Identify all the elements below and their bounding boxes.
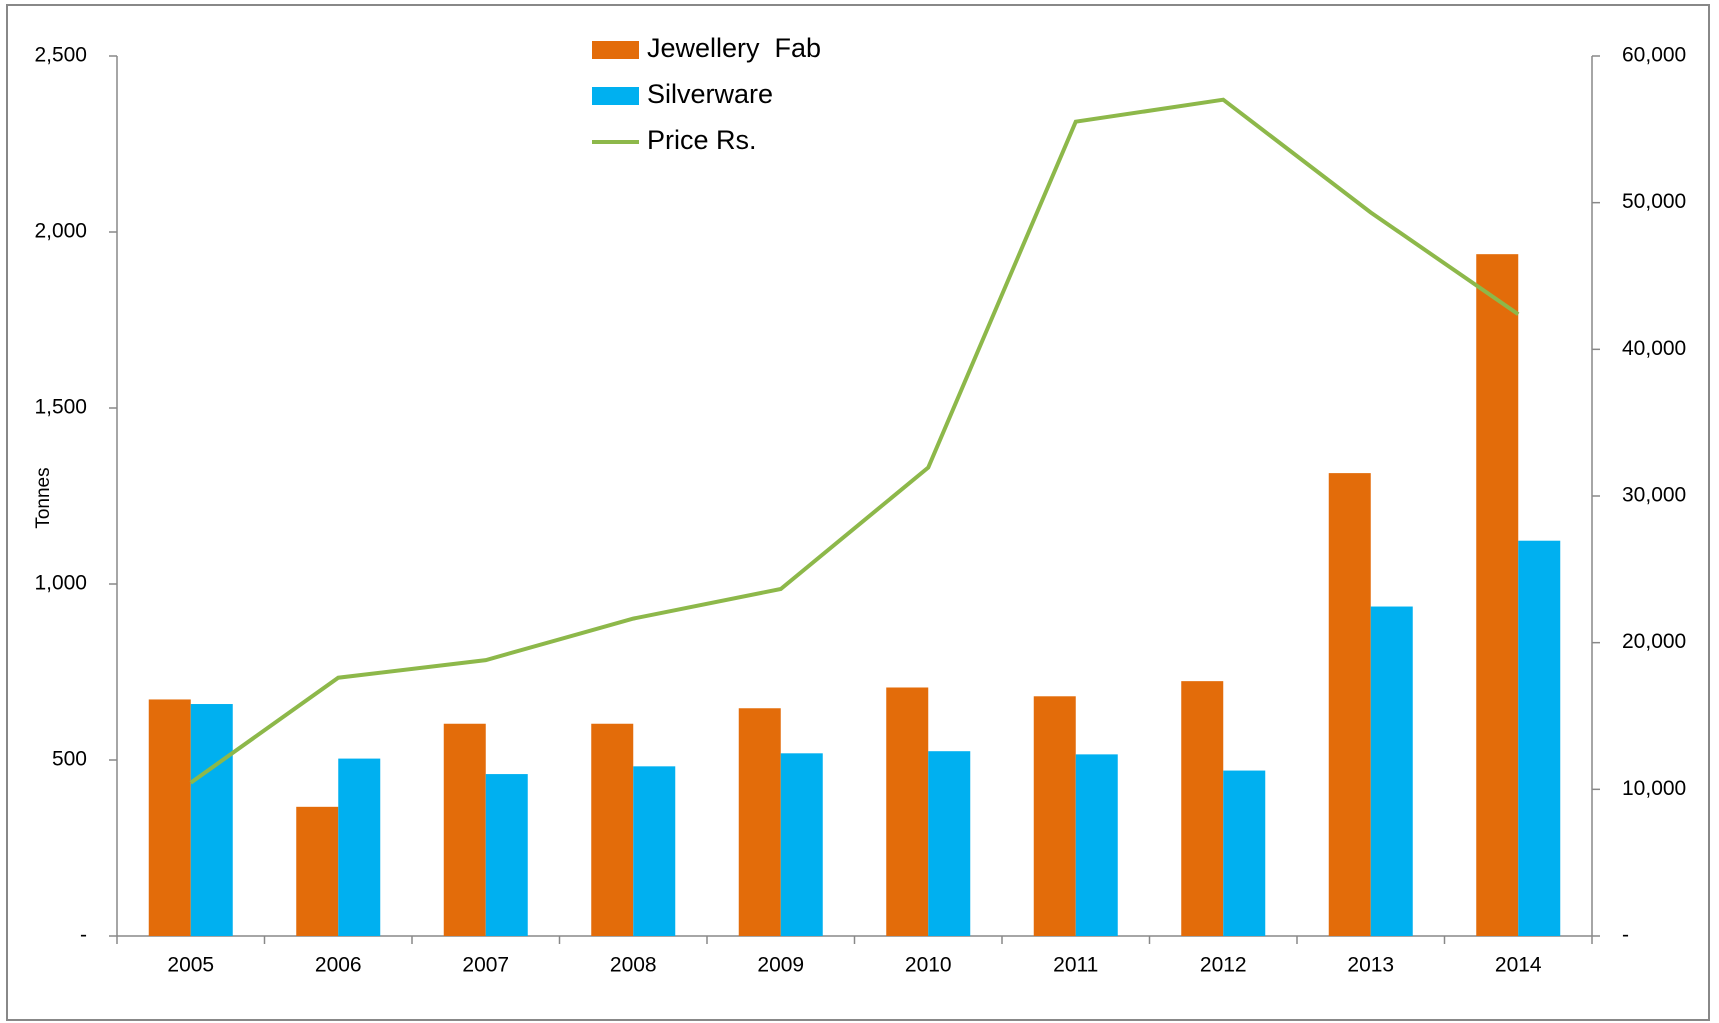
legend-label: Silverware <box>647 79 773 109</box>
legend-swatch <box>592 87 639 105</box>
x-tick-label: 2008 <box>610 954 657 977</box>
x-tick-label: 2010 <box>905 954 952 977</box>
bar <box>1181 681 1224 936</box>
y-tick-label: 2,000 <box>34 220 87 243</box>
bar <box>1328 473 1371 936</box>
bar <box>1518 540 1561 936</box>
bar <box>148 699 191 936</box>
x-tick-label: 2006 <box>315 954 362 977</box>
y2-tick-label: 40,000 <box>1622 337 1686 360</box>
y2-tick-label: 60,000 <box>1622 44 1686 67</box>
bar <box>738 708 781 936</box>
x-tick-label: 2007 <box>462 954 509 977</box>
x-tick-label: 2013 <box>1347 954 1394 977</box>
y2-tick-label: 10,000 <box>1622 777 1686 800</box>
legend-swatch <box>592 41 639 59</box>
y-tick-label: 1,500 <box>34 396 87 419</box>
y-tick-label: 1,000 <box>34 572 87 595</box>
x-tick-label: 2012 <box>1200 954 1247 977</box>
bar <box>591 723 634 936</box>
bar <box>780 753 823 936</box>
bar <box>1223 770 1266 936</box>
bar <box>1370 606 1413 936</box>
bar <box>928 751 971 936</box>
bar <box>1033 696 1076 936</box>
legend-label: Jewellery Fab <box>647 33 821 63</box>
bar <box>190 704 233 936</box>
legend-label: Price Rs. <box>647 125 757 155</box>
bar <box>296 806 339 936</box>
y2-tick-label: - <box>1622 924 1629 947</box>
x-tick-label: 2005 <box>167 954 214 977</box>
y2-tick-label: 20,000 <box>1622 630 1686 653</box>
line <box>189 97 1520 785</box>
y2-tick-label: 30,000 <box>1622 484 1686 507</box>
y-axis-label: Tonnes <box>33 467 54 528</box>
bar <box>485 774 528 936</box>
bar <box>1476 254 1519 936</box>
y-tick-label: 2,500 <box>34 44 87 67</box>
chart-border <box>6 4 1710 1021</box>
y2-tick-label: 50,000 <box>1622 190 1686 213</box>
bar <box>338 758 381 936</box>
y-tick-label: 500 <box>52 748 87 771</box>
x-tick-label: 2011 <box>1053 954 1098 977</box>
bar <box>886 687 929 936</box>
bar <box>443 723 486 936</box>
x-tick-label: 2009 <box>757 954 804 977</box>
x-tick-label: 2014 <box>1495 954 1542 977</box>
bar <box>633 766 676 936</box>
y-tick-label: - <box>80 924 87 947</box>
bar <box>1075 754 1118 936</box>
